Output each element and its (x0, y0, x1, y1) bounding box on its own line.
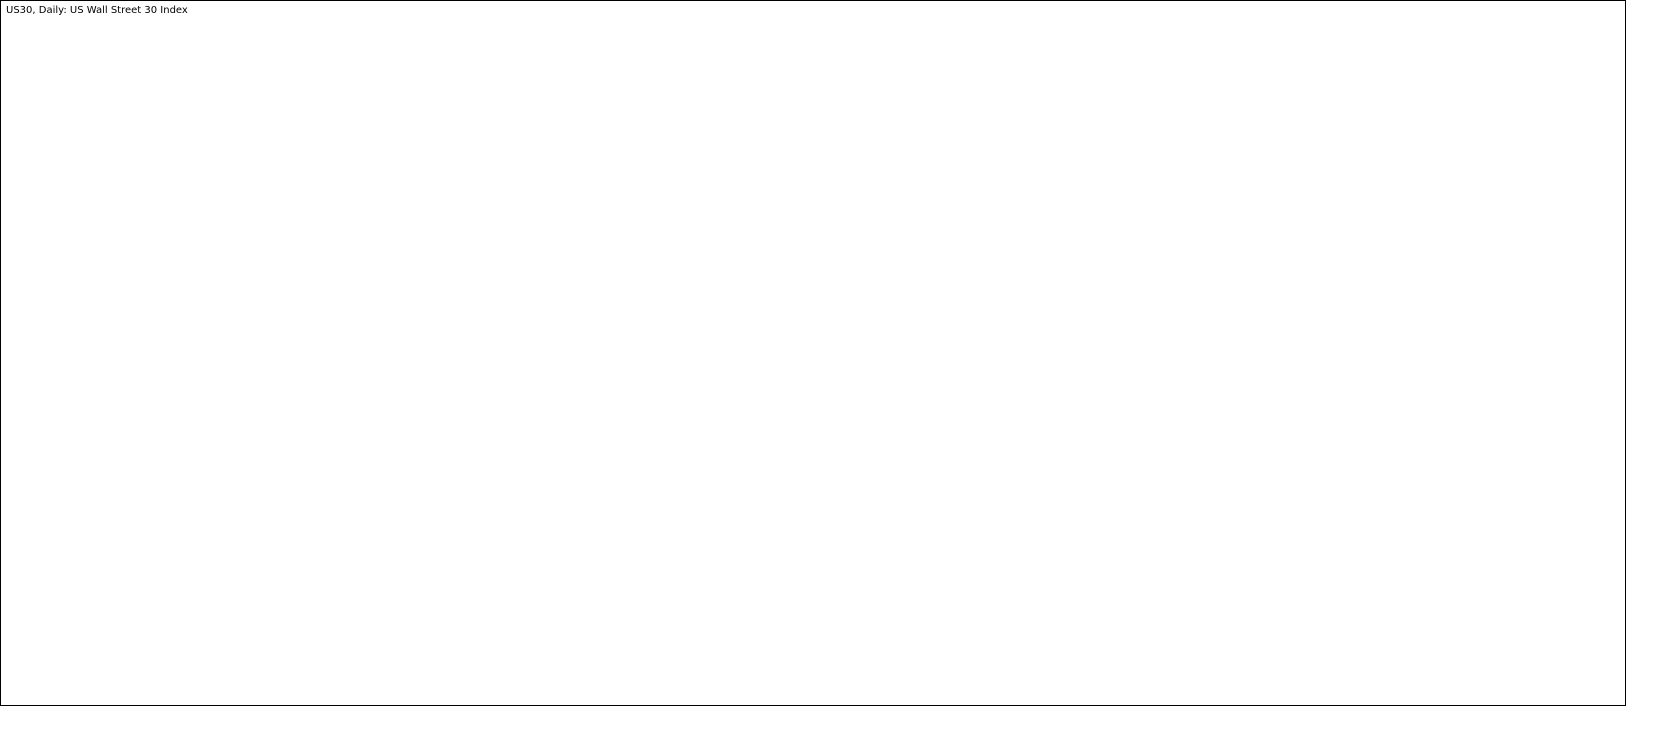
chart-title: US30, Daily: US Wall Street 30 Index (6, 5, 188, 16)
plot-frame (0, 0, 1626, 706)
